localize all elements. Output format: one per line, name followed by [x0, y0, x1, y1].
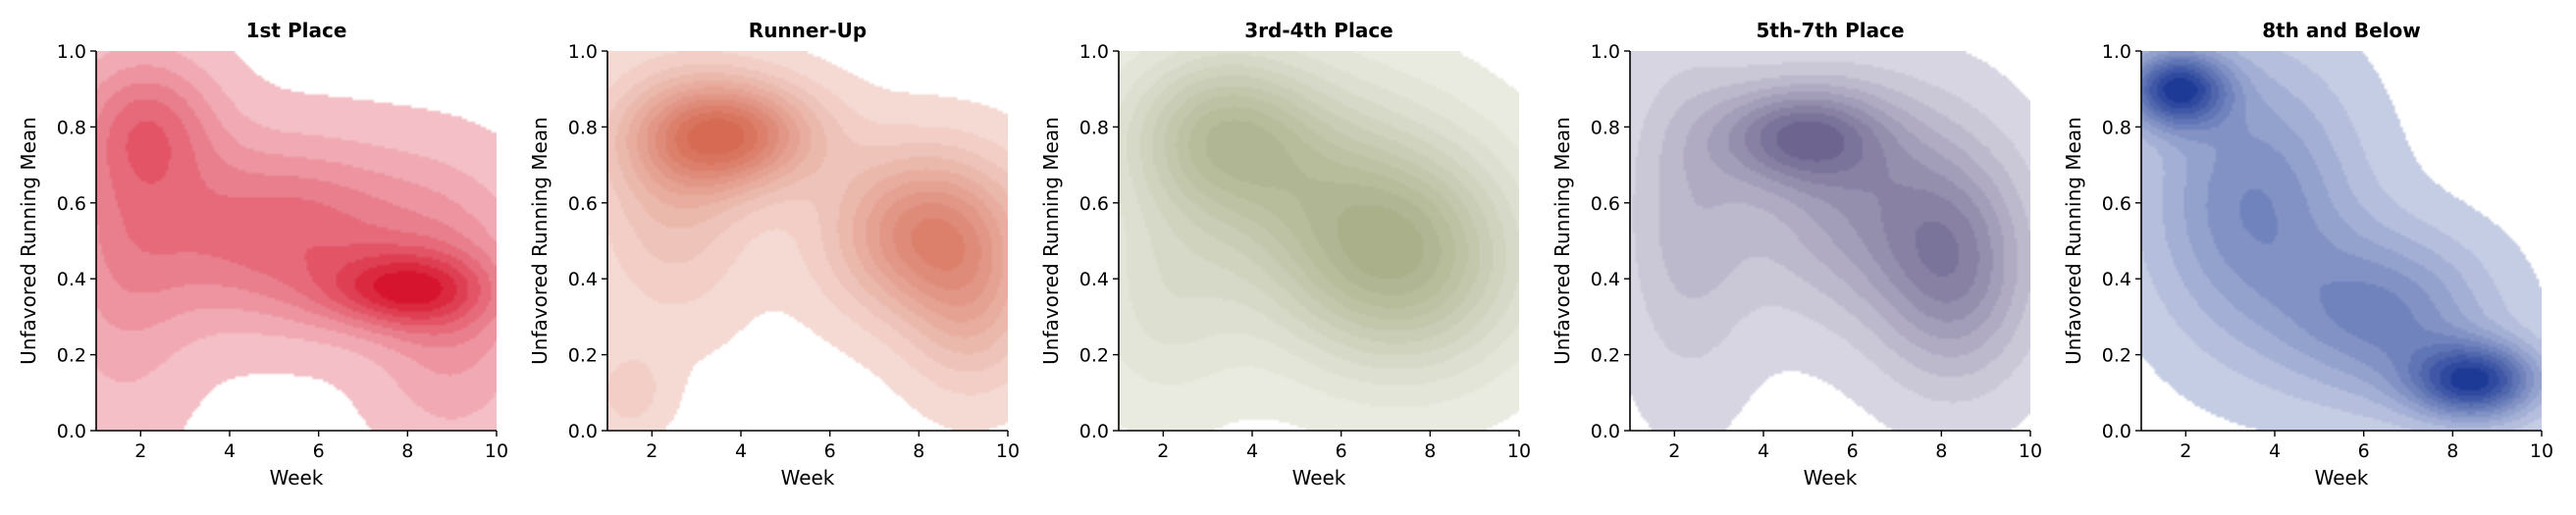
x-tick-label: 4 [1246, 440, 1258, 462]
x-tick-label: 2 [134, 440, 146, 462]
panels-group: 2 4 6 8 10 0.0 0.2 0.4 0.6 0.8 1.0 1st Place Week Unf… [17, 19, 2553, 489]
panel-1: 2 4 6 8 10 0.0 0.2 0.4 0.6 0.8 1.0 1st Place Week Unf… [17, 19, 508, 489]
x-tick-label: 10 [2530, 440, 2553, 462]
x-tick-label: 10 [1507, 440, 1531, 462]
y-tick-label: 1.0 [1591, 41, 1620, 63]
x-tick-label: 2 [1668, 440, 1680, 462]
panel-3: 2 4 6 8 10 0.0 0.2 0.4 0.6 0.8 1.0 3rd-4th Place Wee… [1039, 19, 1531, 489]
y-tick-label: 0.4 [2102, 269, 2131, 290]
x-tick-label: 2 [646, 440, 657, 462]
y-tick-label: 1.0 [57, 41, 86, 63]
y-tick-label: 0.6 [57, 193, 86, 215]
panel-title: 3rd-4th Place [1244, 19, 1393, 42]
y-tick-label: 1.0 [2102, 41, 2131, 63]
y-tick-label: 1.0 [568, 41, 598, 63]
x-tick-label: 10 [996, 440, 1020, 462]
x-tick-label: 10 [2019, 440, 2042, 462]
y-tick-label: 0.2 [568, 345, 598, 367]
y-tick-label: 0.4 [1079, 269, 1109, 290]
x-tick-label: 4 [1758, 440, 1769, 462]
y-tick-label: 0.6 [1079, 193, 1109, 215]
y-tick-label: 0.2 [2102, 345, 2131, 367]
panel-2: 2 4 6 8 10 0.0 0.2 0.4 0.6 0.8 1.0 Runner-Up Week Unf… [528, 19, 1020, 489]
y-tick-label: 0.0 [568, 421, 598, 442]
panel-title: Runner-Up [749, 19, 867, 42]
x-axis-label: Week [1804, 466, 1858, 489]
x-axis-label: Week [1292, 466, 1346, 489]
y-tick-label: 0.8 [57, 117, 86, 138]
y-tick-label: 0.2 [1079, 345, 1109, 367]
x-tick-label: 6 [2358, 440, 2370, 462]
density-fill [607, 51, 1008, 431]
x-tick-label: 8 [1935, 440, 1947, 462]
x-tick-label: 10 [485, 440, 508, 462]
x-tick-label: 6 [1847, 440, 1859, 462]
density-fill [1630, 51, 2030, 431]
y-tick-label: 0.6 [2102, 193, 2131, 215]
y-axis-label: Unfavored Running Mean [528, 117, 552, 365]
y-tick-label: 0.0 [1591, 421, 1620, 442]
y-tick-label: 1.0 [1079, 41, 1109, 63]
y-tick-label: 0.6 [568, 193, 598, 215]
y-tick-label: 0.8 [568, 117, 598, 138]
y-tick-label: 0.8 [1591, 117, 1620, 138]
x-tick-label: 8 [1424, 440, 1436, 462]
x-tick-label: 8 [913, 440, 924, 462]
x-tick-label: 2 [1157, 440, 1169, 462]
panel-title: 5th-7th Place [1756, 19, 1904, 42]
x-tick-label: 6 [1336, 440, 1347, 462]
x-tick-label: 6 [824, 440, 836, 462]
y-tick-label: 0.8 [1079, 117, 1109, 138]
y-tick-label: 0.2 [57, 345, 86, 367]
y-tick-label: 0.2 [1591, 345, 1620, 367]
y-tick-label: 0.6 [1591, 193, 1620, 215]
panel-4: 2 4 6 8 10 0.0 0.2 0.4 0.6 0.8 1.0 5th-7th Place Wee… [1551, 19, 2042, 489]
x-tick-label: 6 [313, 440, 325, 462]
density-fill [96, 51, 497, 431]
x-axis-label: Week [2315, 466, 2369, 489]
density-fill [2141, 51, 2542, 431]
y-tick-label: 0.4 [568, 269, 598, 290]
y-tick-label: 0.0 [2102, 421, 2131, 442]
y-tick-label: 0.4 [57, 269, 86, 290]
density-fill [1119, 51, 1519, 431]
y-axis-label: Unfavored Running Mean [17, 117, 40, 365]
y-tick-label: 0.8 [2102, 117, 2131, 138]
panel-5: 2 4 6 8 10 0.0 0.2 0.4 0.6 0.8 1.0 8th and Below Wee… [2062, 19, 2553, 489]
x-tick-label: 8 [401, 440, 413, 462]
x-tick-label: 4 [2269, 440, 2281, 462]
y-tick-label: 0.0 [57, 421, 86, 442]
x-axis-label: Week [781, 466, 835, 489]
panel-title: 1st Place [246, 19, 347, 42]
y-axis-label: Unfavored Running Mean [1551, 117, 1574, 365]
y-tick-label: 0.0 [1079, 421, 1109, 442]
panel-title: 8th and Below [2262, 19, 2421, 42]
x-tick-label: 4 [224, 440, 236, 462]
y-axis-label: Unfavored Running Mean [1039, 117, 1063, 365]
x-tick-label: 2 [2180, 440, 2191, 462]
x-tick-label: 4 [735, 440, 747, 462]
x-axis-label: Week [270, 466, 324, 489]
y-axis-label: Unfavored Running Mean [2062, 117, 2085, 365]
x-tick-label: 8 [2446, 440, 2458, 462]
y-tick-label: 0.4 [1591, 269, 1620, 290]
